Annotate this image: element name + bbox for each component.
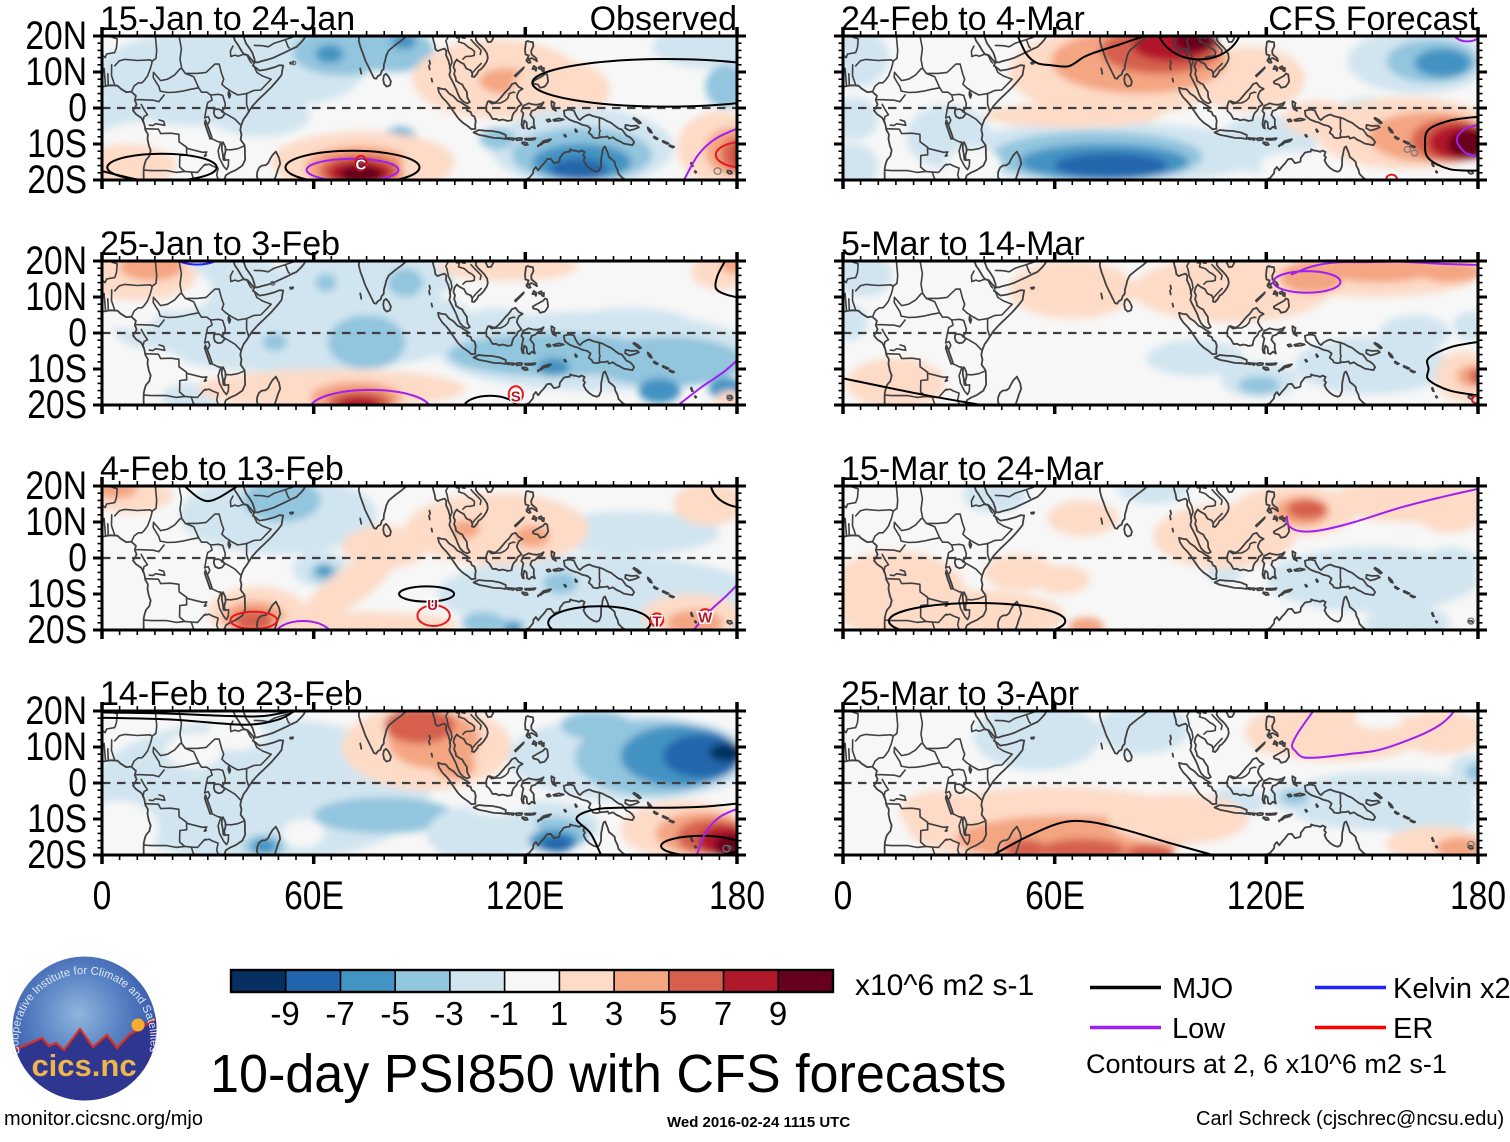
svg-text:C: C <box>355 156 366 173</box>
svg-text:S: S <box>511 388 521 405</box>
svg-text:T: T <box>652 614 661 631</box>
svg-text:U: U <box>427 597 438 614</box>
svg-text:cics.nc: cics.nc <box>31 1048 136 1083</box>
svg-text:W: W <box>698 609 713 626</box>
